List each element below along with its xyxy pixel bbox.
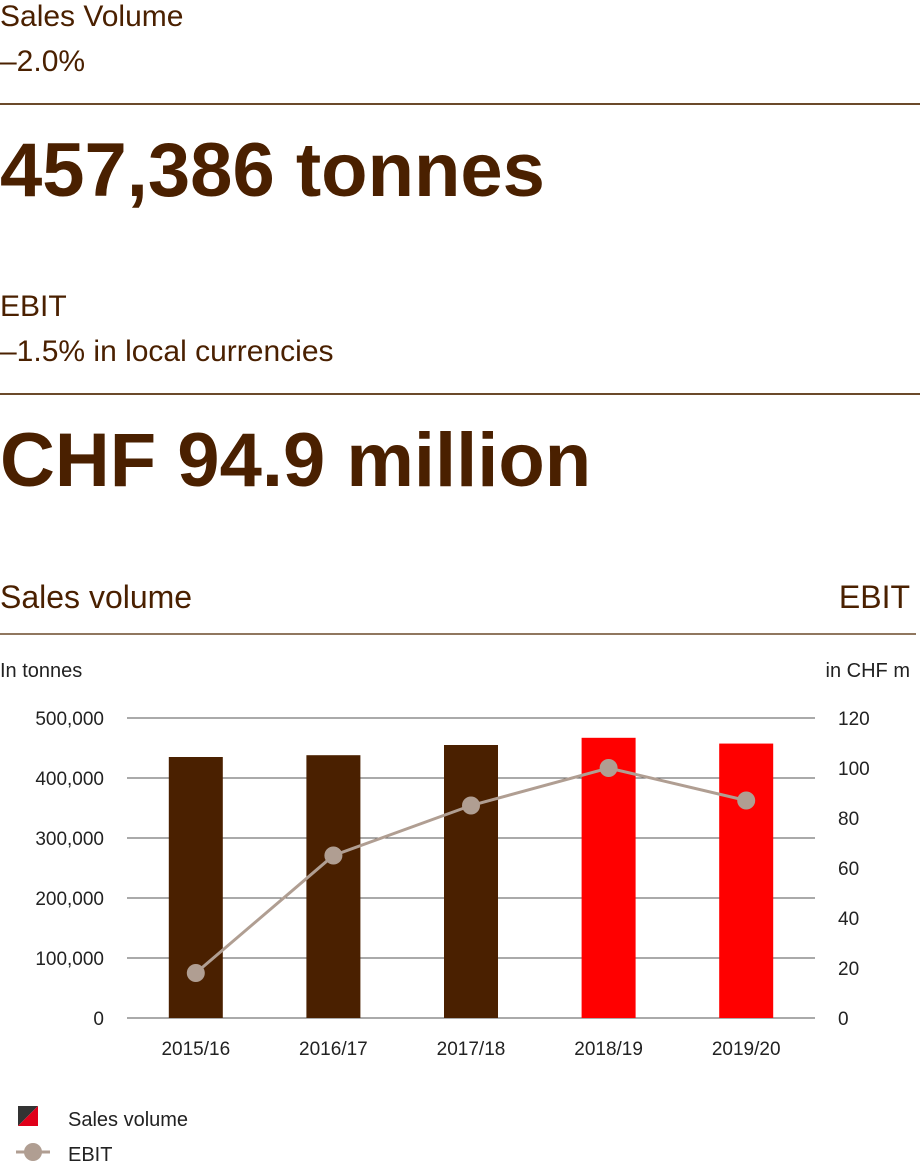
line-marker	[462, 796, 480, 815]
legend-label: EBIT	[68, 1144, 112, 1166]
kpi-change: –2.0%	[0, 45, 85, 78]
chart-right-title: EBIT	[839, 579, 910, 615]
kpi-change: –1.5% in local currencies	[0, 335, 334, 368]
kpi-value: 457,386 tonnes	[0, 128, 545, 213]
line-marker	[737, 791, 756, 810]
legend-icon-bar	[18, 1106, 38, 1126]
legend-label: Sales volume	[68, 1109, 188, 1131]
y-tick-label: 100,000	[35, 949, 104, 970]
line-marker	[324, 846, 343, 865]
x-tick-label: 2016/17	[299, 1039, 368, 1060]
x-tick-label: 2015/16	[161, 1039, 230, 1060]
y2-axis-label: in CHF m	[826, 660, 910, 682]
bar	[581, 737, 636, 1018]
kpi-label: Sales Volume	[0, 0, 183, 33]
y-tick-label: 300,000	[35, 829, 104, 850]
y2-tick-label: 0	[838, 1009, 849, 1030]
x-tick-label: 2018/19	[574, 1039, 643, 1060]
legend-icon-marker	[24, 1143, 42, 1161]
y-tick-label: 500,000	[35, 709, 104, 730]
y2-tick-label: 80	[838, 809, 859, 830]
y-tick-label: 200,000	[35, 889, 104, 910]
y-tick-label: 400,000	[35, 769, 104, 790]
y2-tick-label: 100	[838, 759, 870, 780]
y-tick-label: 0	[93, 1009, 104, 1030]
bar	[306, 755, 361, 1018]
y2-tick-label: 20	[838, 959, 859, 980]
y2-tick-label: 40	[838, 909, 859, 930]
x-tick-label: 2019/20	[712, 1039, 781, 1060]
chart-left-title: Sales volume	[0, 579, 192, 615]
kpi-value: CHF 94.9 million	[0, 418, 591, 503]
bar	[444, 745, 498, 1018]
y-axis-label: In tonnes	[0, 660, 82, 682]
x-tick-label: 2017/18	[437, 1039, 506, 1060]
kpi-label: EBIT	[0, 290, 67, 323]
y2-tick-label: 60	[838, 859, 859, 880]
y2-tick-label: 120	[838, 709, 870, 730]
line-marker	[599, 759, 618, 777]
line-marker	[186, 964, 205, 982]
bar	[719, 743, 774, 1018]
